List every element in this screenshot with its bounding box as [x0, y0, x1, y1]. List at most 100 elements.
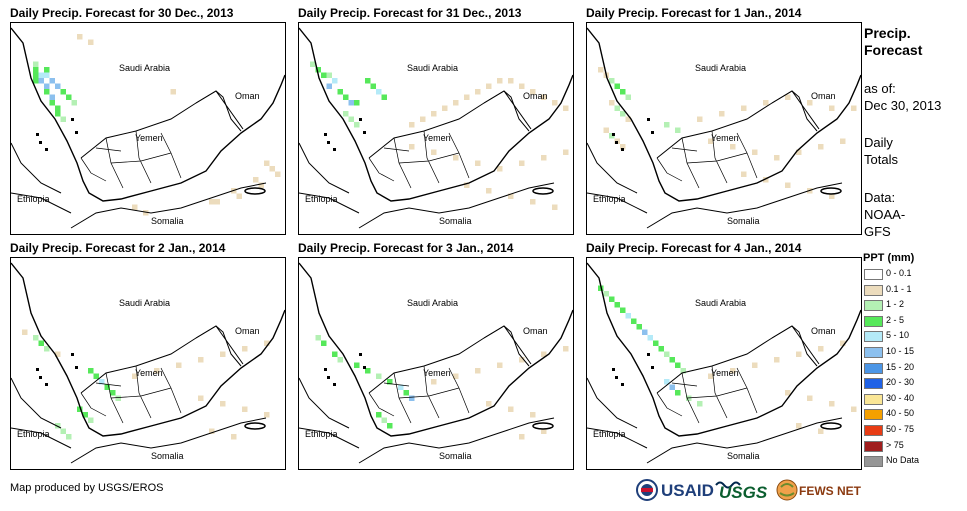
border-line	[80, 325, 242, 394]
panel-title: Daily Precip. Forecast for 31 Dec., 2013	[298, 6, 522, 20]
precip-cell	[269, 166, 275, 172]
label-oman: Oman	[811, 91, 836, 101]
label-somalia: Somalia	[439, 451, 472, 461]
precip-cell	[231, 434, 237, 440]
precip-cell	[796, 423, 802, 429]
precip-cell	[603, 127, 609, 133]
coastline	[587, 27, 861, 202]
precip-cell	[60, 89, 66, 95]
precip-cell	[475, 89, 481, 95]
precip-cell	[442, 105, 448, 111]
precip-cell	[680, 368, 686, 374]
precip-cell	[33, 72, 39, 78]
precip-cell	[44, 346, 50, 352]
panel-title: Daily Precip. Forecast for 30 Dec., 2013	[10, 6, 234, 20]
label-saudi-arabia: Saudi Arabia	[119, 298, 171, 308]
precip-cell	[669, 384, 675, 390]
precip-cell	[93, 373, 99, 379]
precip-cell	[552, 100, 558, 106]
map-frame: Saudi Arabia Oman Yemen Ethiopia Somalia	[586, 22, 862, 235]
label-saudi-arabia: Saudi Arabia	[407, 298, 459, 308]
precip-cell	[321, 72, 327, 78]
islet	[612, 133, 615, 136]
label-ethiopia: Ethiopia	[305, 429, 338, 439]
precip-cell	[315, 67, 321, 73]
border-line	[587, 377, 638, 429]
border-line	[11, 427, 72, 449]
precip-cell	[132, 204, 138, 210]
precip-cell	[354, 122, 360, 128]
legend-swatch	[864, 425, 883, 436]
precip-cell	[44, 83, 50, 89]
border-line	[358, 417, 555, 464]
label-yemen: Yemen	[423, 368, 451, 378]
precip-cell	[675, 390, 681, 396]
precip-cell	[264, 340, 270, 346]
governorate-lines	[80, 130, 182, 189]
label-oman: Oman	[523, 326, 548, 336]
islet	[621, 148, 624, 151]
precip-cell	[669, 357, 675, 363]
precip-cell	[398, 384, 404, 390]
precip-cell	[807, 100, 813, 106]
governorate-lines	[368, 130, 470, 189]
precip-cell	[44, 89, 50, 95]
precip-cell	[310, 61, 316, 67]
legend-title: PPT (mm)	[863, 252, 915, 264]
border-line	[368, 325, 530, 394]
precip-cell	[851, 105, 857, 111]
islet	[651, 131, 654, 134]
islet	[647, 353, 650, 356]
precip-cell	[620, 144, 626, 150]
precip-cell	[647, 335, 653, 341]
precip-cell	[708, 138, 714, 144]
forecast-panel-6: Daily Precip. Forecast for 4 Jan., 2014 …	[586, 241, 862, 470]
governorate-lines	[368, 365, 470, 424]
legend-swatch	[864, 284, 883, 296]
precip-cell	[77, 34, 83, 40]
precip-cell	[49, 94, 55, 100]
precip-cell	[642, 329, 648, 335]
precip-cell	[774, 357, 780, 363]
islet	[71, 118, 74, 121]
precip-cell	[44, 67, 50, 73]
map-svg	[299, 262, 573, 464]
precip-cell	[33, 61, 39, 67]
precip-cell	[796, 351, 802, 357]
islet	[324, 133, 327, 136]
precip-cell	[55, 83, 61, 89]
map-frame: Saudi Arabia Oman Yemen Ethiopia Somalia	[298, 257, 574, 470]
forecast-panel-3: Daily Precip. Forecast for 1 Jan., 2014 …	[586, 6, 862, 235]
legend-swatch	[864, 331, 883, 343]
governorate-lines	[656, 130, 758, 189]
precip-cell	[658, 346, 664, 352]
usgs-logo-icon	[715, 481, 741, 489]
precip-cell	[818, 346, 824, 352]
precip-cell	[88, 368, 94, 374]
data-source: Data: NOAA- GFS	[864, 189, 905, 240]
precip-cell	[49, 100, 55, 106]
precip-cell	[387, 423, 393, 429]
label-saudi-arabia: Saudi Arabia	[119, 63, 171, 73]
precip-cell	[541, 94, 547, 100]
border-line	[771, 325, 820, 365]
socotra-island	[532, 422, 554, 430]
precip-cell	[376, 412, 382, 418]
precip-cell	[264, 160, 270, 166]
precip-cell	[609, 100, 615, 106]
forecast-panel-2: Daily Precip. Forecast for 31 Dec., 2013…	[298, 6, 574, 235]
precip-cell	[88, 417, 94, 423]
islet	[327, 376, 330, 379]
legend-swatch	[864, 378, 883, 390]
label-yemen: Yemen	[711, 133, 739, 143]
legend-swatch	[864, 393, 883, 405]
precip-cell	[719, 111, 725, 117]
map-svg	[11, 27, 285, 229]
precip-cell	[631, 318, 637, 324]
label-oman: Oman	[523, 91, 548, 101]
label-somalia: Somalia	[439, 216, 472, 226]
border-line	[587, 192, 648, 214]
precip-cell	[60, 428, 66, 434]
fews-net-globe-icon	[776, 479, 798, 501]
data-line-1: Data:	[864, 190, 896, 205]
